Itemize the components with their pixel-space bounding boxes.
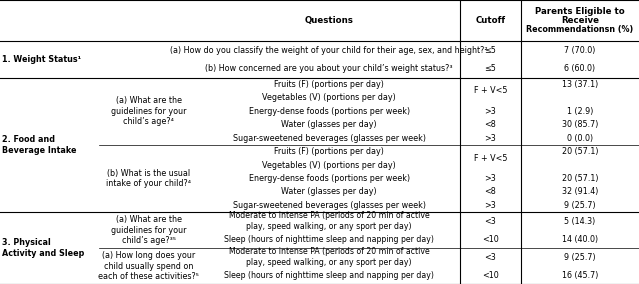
Text: Water (glasses per day): Water (glasses per day) xyxy=(281,120,377,129)
Text: Sleep (hours of nighttime sleep and napping per day): Sleep (hours of nighttime sleep and napp… xyxy=(224,271,434,279)
Text: F + V<5: F + V<5 xyxy=(473,87,507,95)
Text: (a) What are the
guidelines for your
child’s age?³⁵: (a) What are the guidelines for your chi… xyxy=(111,215,187,245)
Text: <8: <8 xyxy=(484,187,497,197)
Text: 32 (91.4): 32 (91.4) xyxy=(562,187,598,197)
Text: ≤5: ≤5 xyxy=(484,46,497,55)
Text: 1. Weight Status¹: 1. Weight Status¹ xyxy=(2,55,81,64)
Text: Vegetables (V) (portions per day): Vegetables (V) (portions per day) xyxy=(262,160,396,170)
Text: 13 (37.1): 13 (37.1) xyxy=(562,80,598,89)
Text: Sleep (hours of nighttime sleep and napping per day): Sleep (hours of nighttime sleep and napp… xyxy=(224,235,434,244)
Text: Vegetables (V) (portions per day): Vegetables (V) (portions per day) xyxy=(262,93,396,102)
Text: ≤5: ≤5 xyxy=(484,64,497,73)
Text: <10: <10 xyxy=(482,271,499,279)
Text: (b) How concerned are you about your child’s weight status?³: (b) How concerned are you about your chi… xyxy=(205,64,453,73)
Text: 0 (0.0): 0 (0.0) xyxy=(567,133,593,143)
Text: Energy-dense foods (portions per week): Energy-dense foods (portions per week) xyxy=(249,107,410,116)
Text: <3: <3 xyxy=(484,252,497,262)
Text: >3: >3 xyxy=(484,201,497,210)
Text: Sugar-sweetened beverages (glasses per week): Sugar-sweetened beverages (glasses per w… xyxy=(233,133,426,143)
Text: <3: <3 xyxy=(484,217,497,225)
Text: Cutoff: Cutoff xyxy=(475,16,505,25)
Text: 20 (57.1): 20 (57.1) xyxy=(562,174,598,183)
Text: Moderate to intense PA (periods of 20 min of active
play, speed walking, or any : Moderate to intense PA (periods of 20 mi… xyxy=(229,247,429,267)
Text: >3: >3 xyxy=(484,174,497,183)
Text: 30 (85.7): 30 (85.7) xyxy=(562,120,598,129)
Text: (a) How long does your
child usually spend on
each of these activities?⁵: (a) How long does your child usually spe… xyxy=(98,251,199,281)
Text: 7 (70.0): 7 (70.0) xyxy=(564,46,596,55)
Text: Fruits (F) (portions per day): Fruits (F) (portions per day) xyxy=(274,147,384,156)
Text: 16 (45.7): 16 (45.7) xyxy=(562,271,598,279)
Text: 1 (2.9): 1 (2.9) xyxy=(567,107,593,116)
Text: >3: >3 xyxy=(484,133,497,143)
Text: (a) How do you classify the weight of your child for their age, sex, and height?: (a) How do you classify the weight of yo… xyxy=(170,46,488,55)
Text: 14 (40.0): 14 (40.0) xyxy=(562,235,598,244)
Text: Recommendationsn (%): Recommendationsn (%) xyxy=(527,25,633,34)
Text: 5 (14.3): 5 (14.3) xyxy=(564,217,596,225)
Text: Water (glasses per day): Water (glasses per day) xyxy=(281,187,377,197)
Text: Questions: Questions xyxy=(305,16,353,25)
Text: 20 (57.1): 20 (57.1) xyxy=(562,147,598,156)
Text: 2. Food and
Beverage Intake: 2. Food and Beverage Intake xyxy=(2,135,77,154)
Text: 9 (25.7): 9 (25.7) xyxy=(564,201,596,210)
Text: >3: >3 xyxy=(484,107,497,116)
Text: 6 (60.0): 6 (60.0) xyxy=(564,64,596,73)
Text: 3. Physical
Activity and Sleep: 3. Physical Activity and Sleep xyxy=(2,238,84,258)
Text: <10: <10 xyxy=(482,235,499,244)
Text: Energy-dense foods (portions per week): Energy-dense foods (portions per week) xyxy=(249,174,410,183)
Text: Sugar-sweetened beverages (glasses per week): Sugar-sweetened beverages (glasses per w… xyxy=(233,201,426,210)
Text: Fruits (F) (portions per day): Fruits (F) (portions per day) xyxy=(274,80,384,89)
Text: F + V<5: F + V<5 xyxy=(473,154,507,163)
Text: (b) What is the usual
intake of your child?⁴: (b) What is the usual intake of your chi… xyxy=(106,169,191,188)
Text: Moderate to intense PA (periods of 20 min of active
play, speed walking, or any : Moderate to intense PA (periods of 20 mi… xyxy=(229,211,429,231)
Text: (a) What are the
guidelines for your
child’s age?⁴: (a) What are the guidelines for your chi… xyxy=(111,96,187,126)
Text: Parents Eligible to: Parents Eligible to xyxy=(535,7,625,16)
Text: Receive: Receive xyxy=(561,16,599,25)
Text: 9 (25.7): 9 (25.7) xyxy=(564,252,596,262)
Text: <8: <8 xyxy=(484,120,497,129)
